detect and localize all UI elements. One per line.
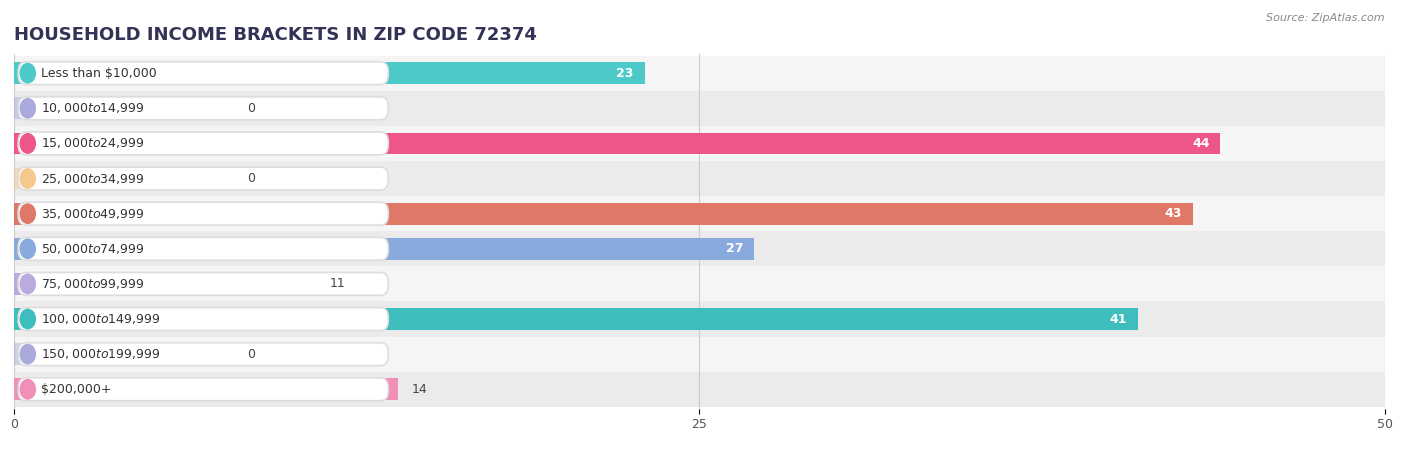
- Text: $15,000 to $24,999: $15,000 to $24,999: [42, 136, 145, 150]
- Text: 0: 0: [247, 102, 254, 115]
- Bar: [14, 167, 219, 189]
- Bar: [14, 132, 1220, 154]
- Text: $25,000 to $34,999: $25,000 to $34,999: [42, 172, 145, 185]
- Text: 41: 41: [1109, 313, 1128, 326]
- FancyBboxPatch shape: [14, 231, 1385, 266]
- Text: 23: 23: [616, 67, 634, 79]
- Circle shape: [20, 379, 35, 399]
- Circle shape: [20, 309, 35, 329]
- FancyBboxPatch shape: [18, 97, 388, 120]
- FancyBboxPatch shape: [14, 266, 1385, 301]
- FancyBboxPatch shape: [18, 238, 388, 260]
- FancyBboxPatch shape: [14, 372, 1385, 407]
- FancyBboxPatch shape: [14, 337, 1385, 372]
- Text: $75,000 to $99,999: $75,000 to $99,999: [42, 277, 145, 291]
- Text: $10,000 to $14,999: $10,000 to $14,999: [42, 101, 145, 115]
- Circle shape: [20, 99, 35, 118]
- Circle shape: [20, 274, 35, 294]
- Bar: [14, 203, 1192, 224]
- FancyBboxPatch shape: [14, 91, 1385, 126]
- FancyBboxPatch shape: [18, 343, 388, 365]
- Circle shape: [20, 204, 35, 224]
- FancyBboxPatch shape: [14, 301, 1385, 337]
- Text: 11: 11: [329, 277, 344, 291]
- Text: 27: 27: [725, 242, 744, 255]
- Text: $150,000 to $199,999: $150,000 to $199,999: [42, 347, 160, 361]
- FancyBboxPatch shape: [18, 378, 388, 401]
- Bar: [14, 308, 1139, 330]
- Text: $100,000 to $149,999: $100,000 to $149,999: [42, 312, 160, 326]
- Bar: [14, 273, 315, 295]
- Bar: [14, 238, 754, 260]
- FancyBboxPatch shape: [14, 196, 1385, 231]
- FancyBboxPatch shape: [18, 167, 388, 190]
- FancyBboxPatch shape: [18, 62, 388, 84]
- Bar: [14, 343, 219, 365]
- Text: Source: ZipAtlas.com: Source: ZipAtlas.com: [1267, 13, 1385, 23]
- Bar: [14, 97, 219, 119]
- Text: 43: 43: [1164, 207, 1182, 220]
- Text: $35,000 to $49,999: $35,000 to $49,999: [42, 207, 145, 220]
- Text: Less than $10,000: Less than $10,000: [42, 67, 157, 79]
- Text: 0: 0: [247, 348, 254, 361]
- Circle shape: [20, 169, 35, 188]
- FancyBboxPatch shape: [18, 202, 388, 225]
- Text: $50,000 to $74,999: $50,000 to $74,999: [42, 242, 145, 256]
- Circle shape: [20, 239, 35, 259]
- FancyBboxPatch shape: [14, 126, 1385, 161]
- Text: HOUSEHOLD INCOME BRACKETS IN ZIP CODE 72374: HOUSEHOLD INCOME BRACKETS IN ZIP CODE 72…: [14, 26, 537, 44]
- Bar: [14, 379, 398, 400]
- Text: $200,000+: $200,000+: [42, 383, 112, 396]
- Text: 0: 0: [247, 172, 254, 185]
- FancyBboxPatch shape: [18, 308, 388, 330]
- FancyBboxPatch shape: [18, 273, 388, 295]
- FancyBboxPatch shape: [14, 161, 1385, 196]
- FancyBboxPatch shape: [14, 56, 1385, 91]
- Bar: [14, 62, 644, 84]
- Circle shape: [20, 134, 35, 153]
- FancyBboxPatch shape: [18, 132, 388, 155]
- Text: 14: 14: [412, 383, 427, 396]
- Circle shape: [20, 63, 35, 83]
- Circle shape: [20, 344, 35, 364]
- Text: 44: 44: [1192, 137, 1209, 150]
